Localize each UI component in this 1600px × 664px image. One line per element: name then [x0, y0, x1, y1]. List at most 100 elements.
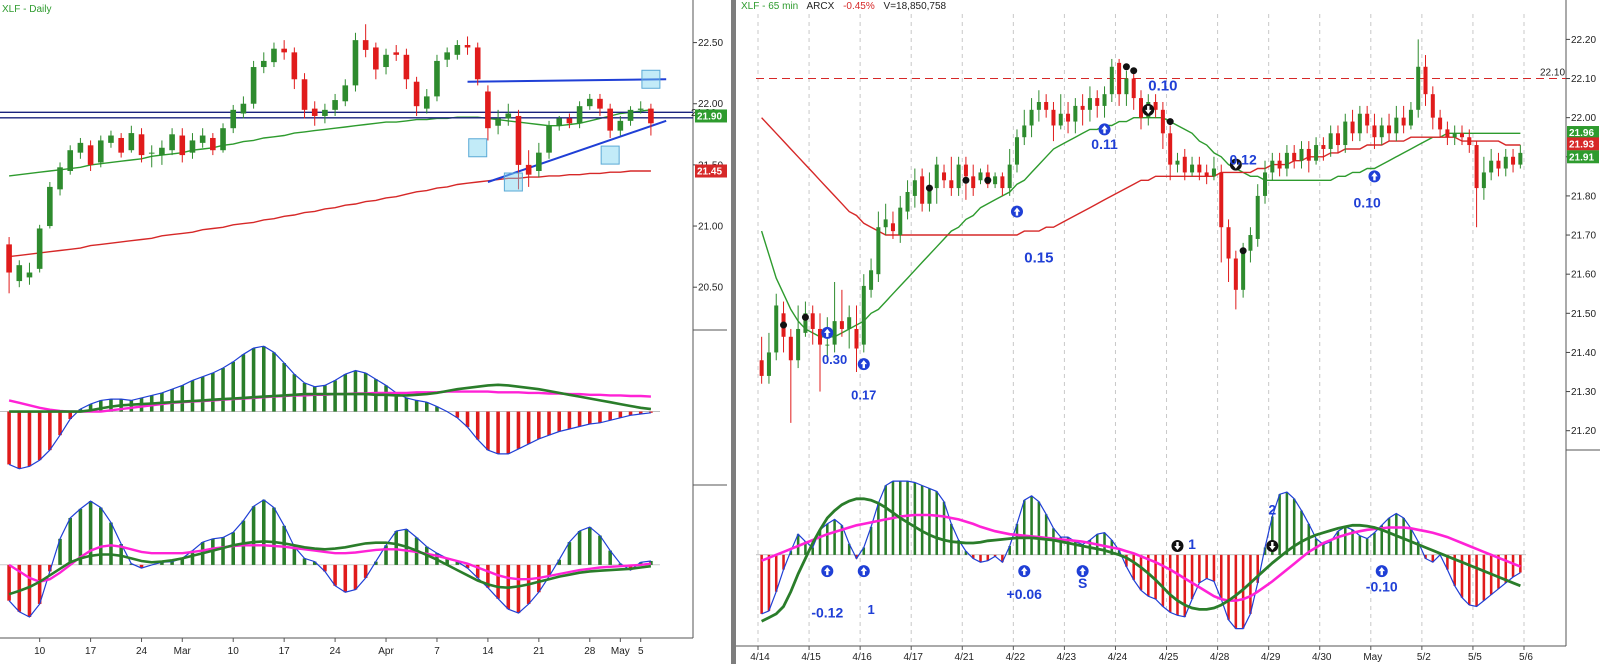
intraday-resistance-label: 22.10 [1540, 68, 1565, 79]
daily-candle [138, 134, 145, 156]
intraday-date-label: 4/22 [1006, 652, 1026, 663]
daily-candle [77, 142, 84, 153]
intraday-price-annotation: 0.30 [822, 352, 847, 367]
intraday-candle [788, 336, 793, 361]
daily-candle [332, 100, 338, 110]
daily-macd-panel [0, 345, 660, 470]
daily-date-label: Mar [174, 646, 192, 657]
intraday-signal-dot [801, 313, 809, 321]
intraday-candle [803, 313, 808, 333]
daily-candle [525, 164, 532, 175]
intraday-price-label: 21.93 [1569, 139, 1594, 150]
intraday-axis-label: 21.50 [1571, 309, 1596, 320]
daily-candle [179, 135, 186, 156]
daily-highlight-box [641, 69, 661, 89]
intraday-candle [1445, 129, 1450, 138]
intraday-candle [1452, 133, 1457, 138]
intraday-up-arrow-icon [857, 358, 870, 371]
intraday-candle [1365, 113, 1370, 126]
daily-candle [47, 186, 53, 227]
intraday-candle [963, 164, 968, 177]
intraday-candle [1095, 98, 1100, 106]
intraday-candle [1029, 109, 1034, 126]
intraday-candle [1014, 137, 1019, 165]
intraday-candle [1051, 109, 1056, 126]
intraday-candle [942, 172, 947, 181]
daily-candle [434, 60, 440, 97]
intraday-candle [1211, 168, 1216, 177]
intraday-candle [1394, 117, 1399, 134]
intraday-candle [912, 180, 917, 196]
daily-candle [403, 54, 410, 80]
daily-axis-label: 20.50 [698, 283, 723, 294]
daily-candle [515, 115, 522, 165]
daily-axis-label: 21.00 [698, 222, 723, 233]
intraday-header: XLF - 65 min ARCX -0.45% V=18,850,758 [741, 1, 947, 12]
daily-ma-red [9, 170, 651, 258]
daily-candle [301, 79, 308, 110]
daily-macd-histogram-outline [8, 345, 651, 470]
intraday-volume: V=18,850,758 [884, 1, 947, 12]
intraday-date-axis: 4/14 4/15 4/16 4/17 4/21 4/22 4/23 4/24 4/25 4/28… [736, 645, 1566, 663]
daily-candle [536, 152, 542, 171]
macd-signal-arrow [1079, 567, 1086, 576]
intraday-signal-arrow [1232, 160, 1240, 169]
daily-candle [87, 145, 94, 165]
intraday-candle [818, 328, 823, 345]
intraday-up-arrow-icon [1010, 205, 1023, 218]
daily-candle [495, 118, 501, 126]
daily-candle [383, 54, 389, 68]
intraday-candle [993, 176, 998, 185]
intraday-signal-arrow [1371, 172, 1378, 181]
intraday-candle [1379, 125, 1384, 138]
intraday-candle [1518, 152, 1523, 165]
daily-candle [57, 167, 63, 190]
intraday-chart-panel[interactable]: 22.10 0.10 0.11 0.12 0.10 0.15 0.30 0.17 -0.12… [736, 0, 1600, 663]
daily-candle [271, 48, 277, 63]
intraday-candle [861, 285, 866, 345]
intraday-indicator-annotation: +0.06 [1007, 586, 1043, 602]
intraday-candle [1066, 113, 1071, 122]
daily-highlight-box [503, 172, 523, 192]
intraday-candle [934, 164, 939, 189]
daily-moving-averages [9, 109, 651, 258]
intraday-candle [1474, 145, 1479, 189]
daily-candle [6, 244, 12, 273]
intraday-down-arrow-icon [1229, 158, 1242, 171]
intraday-candle [839, 321, 844, 329]
daily-candle [586, 98, 593, 107]
intraday-axis-label: 21.30 [1571, 387, 1596, 398]
intraday-candle [825, 344, 830, 346]
intraday-candle [1270, 160, 1275, 173]
intraday-ma-red [761, 117, 1521, 236]
daily-candle [393, 52, 400, 55]
daily-candle [67, 150, 74, 171]
daily-date-label: Apr [378, 646, 394, 657]
intraday-candle [796, 328, 801, 361]
panel-divider[interactable] [731, 0, 736, 664]
intraday-candle [1284, 152, 1289, 169]
intraday-price-label-box [1567, 137, 1599, 151]
intraday-price-label: 21.96 [1569, 128, 1594, 139]
daily-osc-green-line [8, 540, 652, 596]
intraday-candle [774, 305, 779, 353]
intraday-candle [1306, 148, 1311, 161]
intraday-signal-arrow [824, 328, 831, 337]
intraday-candle [1438, 117, 1443, 130]
intraday-candle [1044, 102, 1049, 110]
macd-signal-arrow [1378, 567, 1385, 576]
intraday-exchange: ARCX [806, 1, 834, 12]
intraday-indicator-annotation: S [1078, 575, 1087, 591]
intraday-candle [1117, 62, 1122, 95]
intraday-macd-panel: -0.12 1 +0.06 S 1 2 -0.10 [756, 480, 1526, 630]
daily-chart-panel[interactable]: 22.5022.0021.5021.0020.5021.9621.9021.45… [0, 0, 727, 657]
daily-candle [311, 108, 318, 116]
intraday-signal-dot [1239, 247, 1247, 255]
intraday-up-arrow-icon [1368, 170, 1381, 183]
intraday-candle [1080, 105, 1085, 110]
intraday-candle [1219, 172, 1224, 228]
intraday-date-label: 5/2 [1417, 652, 1431, 663]
intraday-candle [883, 219, 888, 228]
intraday-date-label: May [1363, 652, 1382, 663]
daily-candle [159, 147, 165, 156]
